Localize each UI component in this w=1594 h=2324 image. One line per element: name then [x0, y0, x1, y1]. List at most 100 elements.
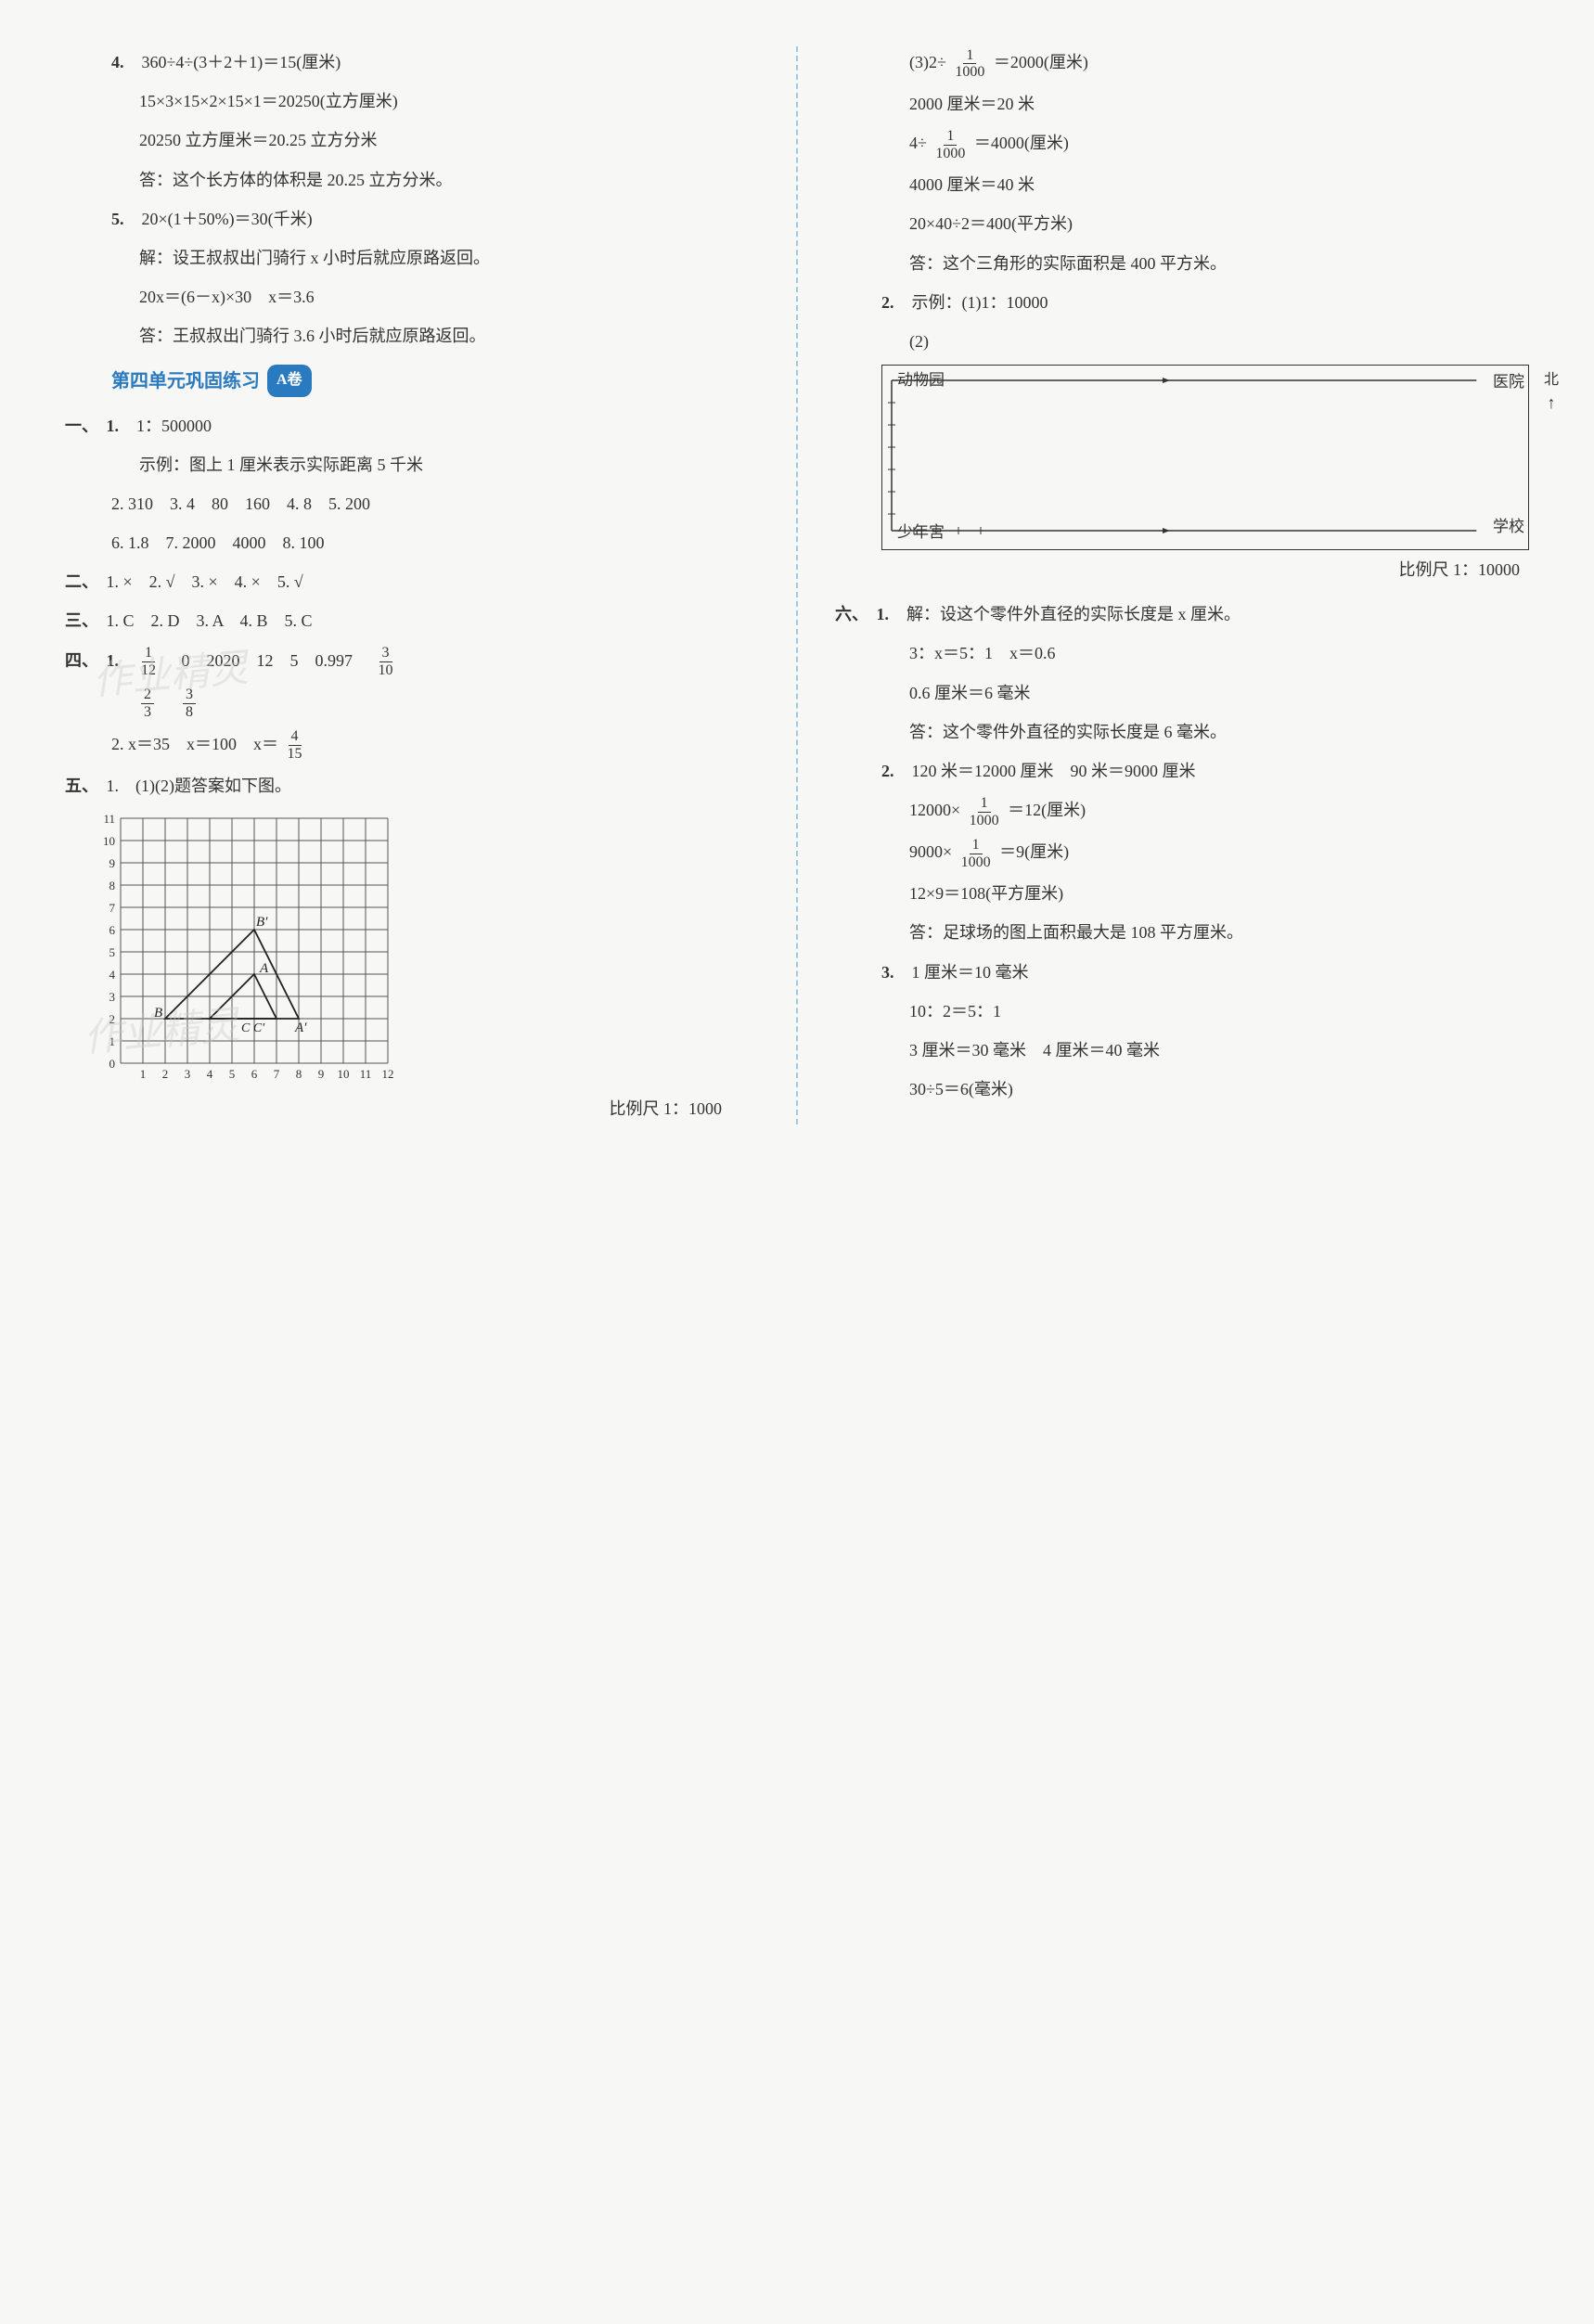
- s4-frac2: 3 10: [376, 645, 396, 678]
- s6-q2-l1: 120 米＝12000 厘米 90 米＝9000 厘米: [912, 762, 1196, 780]
- s1-a1-ex: 示例：图上 1 厘米表示实际距离 5 千米: [65, 449, 759, 481]
- s4-q2: 2. x＝35 x＝100 x＝ 4 15: [65, 728, 759, 763]
- r-frac2: 1 1000: [932, 128, 968, 161]
- r-q1c-l1: (3)2÷ 1 1000 ＝2000(厘米): [835, 46, 1529, 81]
- sec6-num: 六、: [835, 598, 872, 630]
- svg-text:11: 11: [103, 812, 115, 826]
- s2-row: 1. × 2. √ 3. × 4. × 5. √: [107, 572, 303, 591]
- svg-text:11: 11: [360, 1067, 372, 1081]
- s4-frac4: 3 8: [183, 687, 196, 720]
- s1-a1-val: 1：500000: [136, 417, 212, 435]
- s6-q3-l1: 1 厘米＝10 毫米: [912, 963, 1029, 982]
- map-palace: 少年宫: [897, 518, 945, 547]
- unit-title-text: 第四单元巩固练习: [111, 364, 260, 399]
- s1-a1-num: 1.: [107, 410, 133, 442]
- r-q1c-l4: 4000 厘米＝40 米: [835, 169, 1529, 200]
- s6-q2-l4: 12×9＝108(平方厘米): [835, 878, 1529, 909]
- map-box: 动物园 医院 少年宫 学校: [881, 365, 1529, 550]
- svg-text:9: 9: [318, 1067, 325, 1081]
- r-q2-l1: 示例：(1)1：10000: [912, 293, 1048, 312]
- svg-text:8: 8: [296, 1067, 302, 1081]
- s1-a3: 6. 1.8 7. 2000 4000 8. 100: [65, 527, 759, 559]
- q4-l1: 360÷4÷(3＋2＋1)＝15(厘米): [142, 53, 341, 71]
- svg-text:10: 10: [338, 1067, 350, 1081]
- map-school: 学校: [1493, 512, 1524, 542]
- r-q2: 2. 示例：(1)1：10000: [835, 287, 1529, 318]
- svg-text:3: 3: [185, 1067, 191, 1081]
- svg-text:3: 3: [109, 990, 116, 1004]
- s6-frac1: 1 1000: [967, 795, 1002, 828]
- q5-l3: 20x＝(6－x)×30 x＝3.6: [65, 281, 759, 313]
- s1-a2: 2. 310 3. 4 80 160 4. 8 5. 200: [65, 488, 759, 520]
- svg-text:A: A: [259, 961, 269, 976]
- r-q2-l2: (2): [835, 326, 1529, 357]
- svg-text:0: 0: [109, 1057, 116, 1071]
- sec3: 三、 1. C 2. D 3. A 4. B 5. C: [65, 605, 759, 636]
- s6-q1-l2: 3：x＝5：1 x＝0.6: [835, 637, 1529, 669]
- s4-frac1: 1 12: [138, 645, 159, 678]
- s6-q2-l2: 12000× 1 1000 ＝12(厘米): [835, 794, 1529, 828]
- svg-text:5: 5: [229, 1067, 236, 1081]
- column-divider: [796, 46, 798, 1124]
- sec2-num: 二、: [65, 566, 102, 597]
- svg-text:2: 2: [162, 1067, 169, 1081]
- s4-frac3: 2 3: [141, 687, 154, 720]
- q4: 4. 360÷4÷(3＋2＋1)＝15(厘米): [65, 46, 759, 78]
- svg-text:6: 6: [251, 1067, 258, 1081]
- sec6: 六、 1. 解：设这个零件外直径的实际长度是 x 厘米。: [835, 598, 1529, 630]
- map-scale: 比例尺 1：10000: [835, 554, 1529, 585]
- s6-q1-num: 1.: [877, 598, 903, 630]
- s6-q1-l3: 0.6 厘米＝6 毫米: [835, 677, 1529, 709]
- s6-q1-l4: 答：这个零件外直径的实际长度是 6 毫米。: [835, 716, 1529, 748]
- sec1: 一、 1. 1：500000: [65, 410, 759, 442]
- r-q1c-l5: 20×40÷2＝400(平方米): [835, 208, 1529, 239]
- svg-text:4: 4: [109, 968, 116, 982]
- sec4: 四、 1. 1 12 0 2020 12 5 0.997 3 10 作业精灵: [65, 645, 759, 679]
- s5-q1: 1. (1)(2)题答案如下图。: [107, 777, 291, 795]
- sec5: 五、 1. (1)(2)题答案如下图。: [65, 770, 759, 802]
- svg-text:7: 7: [109, 901, 116, 915]
- s6-q3-num: 3.: [881, 957, 907, 988]
- svg-text:5: 5: [109, 945, 116, 959]
- s6-q2-num: 2.: [881, 755, 907, 787]
- q4-l3: 20250 立方厘米＝20.25 立方分米: [65, 124, 759, 156]
- north-text: 北: [1544, 366, 1559, 394]
- svg-text:A′: A′: [294, 1021, 307, 1035]
- sec3-num: 三、: [65, 605, 102, 636]
- svg-text:10: 10: [103, 834, 115, 848]
- unit-badge: A卷: [267, 365, 312, 396]
- unit-title: 第四单元巩固练习 A卷: [65, 364, 759, 399]
- svg-text:12: 12: [382, 1067, 394, 1081]
- s6-q3-l3: 3 厘米＝30 毫米 4 厘米＝40 毫米: [835, 1034, 1529, 1066]
- s4-q1-num: 1.: [107, 645, 133, 676]
- svg-text:C C′: C C′: [241, 1021, 265, 1035]
- s6-q1-l1: 解：设这个零件外直径的实际长度是 x 厘米。: [906, 605, 1240, 623]
- r-q1c-l6: 答：这个三角形的实际面积是 400 平方米。: [835, 248, 1529, 279]
- north-indicator: 北 ↑: [1544, 366, 1559, 411]
- left-column: 4. 360÷4÷(3＋2＋1)＝15(厘米) 15×3×15×2×15×1＝2…: [65, 46, 759, 1124]
- map-zoo: 动物园: [897, 366, 945, 395]
- svg-text:7: 7: [274, 1067, 280, 1081]
- q4-num: 4.: [111, 46, 137, 78]
- s6-q3-l2: 10：2＝5：1: [835, 995, 1529, 1027]
- svg-text:6: 6: [109, 923, 116, 937]
- s6-q2-l3: 9000× 1 1000 ＝9(厘米): [835, 836, 1529, 870]
- map-wrap: 动物园 医院 少年宫 学校 北 ↑: [835, 365, 1529, 550]
- svg-text:1: 1: [109, 1034, 116, 1048]
- right-column: (3)2÷ 1 1000 ＝2000(厘米) 2000 厘米＝20 米 4÷ 1…: [835, 46, 1529, 1124]
- s4-line2: 2 3 3 8: [65, 687, 759, 721]
- grid-chart: 11109876543210123456789101112B′ABC C′A′ …: [93, 811, 759, 1089]
- s4-frac5: 4 15: [285, 728, 305, 762]
- sec1-num: 一、: [65, 410, 102, 442]
- s4-q2-text: 2. x＝35 x＝100 x＝: [111, 735, 278, 753]
- q5: 5. 20×(1＋50%)＝30(千米): [65, 203, 759, 235]
- sec4-num: 四、: [65, 645, 102, 676]
- q5-l4: 答：王叔叔出门骑行 3.6 小时后就应原路返回。: [65, 320, 759, 352]
- s6-frac2: 1 1000: [958, 837, 994, 870]
- q5-l2: 解：设王叔叔出门骑行 x 小时后就应原路返回。: [65, 242, 759, 274]
- s6-q2: 2. 120 米＝12000 厘米 90 米＝9000 厘米: [835, 755, 1529, 787]
- s4-mid1: 0 2020 12 5 0.997: [165, 651, 370, 670]
- svg-text:1: 1: [140, 1067, 147, 1081]
- r-q1c-l3: 4÷ 1 1000 ＝4000(厘米): [835, 127, 1529, 161]
- sec2: 二、 1. × 2. √ 3. × 4. × 5. √: [65, 566, 759, 597]
